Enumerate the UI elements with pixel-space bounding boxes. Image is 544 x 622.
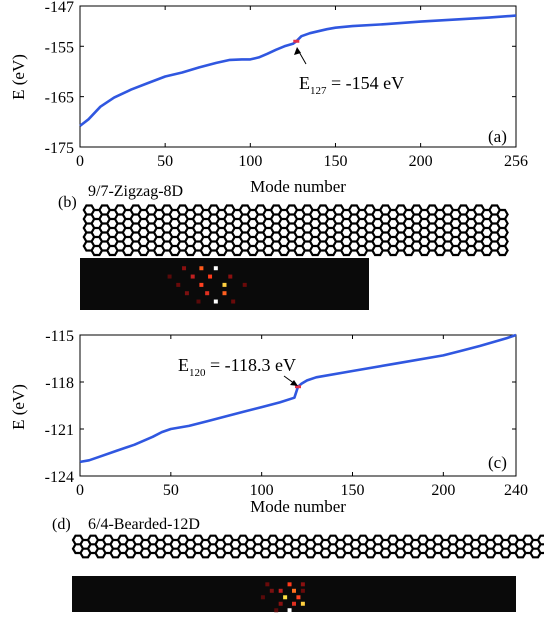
chart-a-y-tick-label: -155 <box>45 39 74 56</box>
chart-c-annotation-subscript: 120 <box>189 367 206 379</box>
chart-c-annotation-arrowhead <box>290 380 298 386</box>
heatmap-b-amplitude-spot <box>199 282 204 287</box>
chart-a-x-tick-label: 150 <box>323 153 347 170</box>
chart-a-annotation-text: E127 = -154 eV <box>299 73 404 97</box>
heatmap-d-amplitude-spot <box>269 588 274 593</box>
heatmap-b-amplitude-spot <box>231 299 236 304</box>
chart-c-y-tick-label: -121 <box>45 422 74 439</box>
chart-a-x-tick-label: 256 <box>504 153 528 170</box>
chart-c-x-tick-label: 0 <box>76 482 84 499</box>
chart-c-x-tick-label: 100 <box>250 482 274 499</box>
heatmap-d-amplitude-spot <box>300 582 305 587</box>
structure-panel-d: (d) 6/4-Bearded-12D <box>52 516 544 613</box>
chart-a-panel-label: (a) <box>488 127 507 146</box>
chart-a-annotation-prefix: E <box>299 73 310 93</box>
chart-c-y-tick-label: -124 <box>45 469 74 486</box>
structure-d-title: 6/4-Bearded-12D <box>88 516 200 533</box>
structure-panel-b: (b) 9/7-Zigzag-8D <box>58 183 509 310</box>
chart-a-annotation-arrowhead <box>294 47 301 55</box>
structure-b-panel-label: (b) <box>58 194 77 211</box>
heatmap-d-mode-amplitude <box>72 576 516 613</box>
chart-a-x-tick-label: 50 <box>157 153 173 170</box>
chart-a-y-axis-label: E (eV) <box>9 54 28 100</box>
heatmap-b-amplitude-spot <box>176 282 181 287</box>
lattice-b-bonds <box>82 204 509 257</box>
heatmap-d-amplitude-spot <box>278 588 283 593</box>
chart-a-frame <box>79 5 517 148</box>
heatmap-b-amplitude-spot <box>190 274 195 279</box>
heatmap-d-amplitude-spot <box>287 582 292 587</box>
heatmap-d-amplitude-spot <box>283 595 288 600</box>
heatmap-b-amplitude-spot <box>184 291 189 296</box>
chart-c-panel-label: (c) <box>488 453 507 472</box>
chart-c-annotation: E120 = -118.3 eV <box>178 355 298 386</box>
heatmap-b-amplitude-spot <box>205 291 210 296</box>
heatmap-d-amplitude-spot <box>278 601 283 606</box>
chart-c-y-tick-label: -115 <box>45 328 74 345</box>
chart-c-series-line <box>79 333 517 464</box>
heatmap-b-amplitude-spot <box>222 282 227 287</box>
chart-a-x-tick-label: 0 <box>76 153 84 170</box>
heatmap-b-mode-amplitude <box>80 258 369 310</box>
chart-c-x-tick-label: 200 <box>431 482 455 499</box>
heatmap-b-amplitude-spot <box>213 299 218 304</box>
heatmap-b-amplitude-spot <box>228 274 233 279</box>
chart-panel-a: 0 50 100 150 200 256 -175 -165 -155 -147 Mode num… <box>9 0 528 196</box>
chart-c-x-tick-label: 240 <box>504 482 528 499</box>
chart-a-y-tick-label: -165 <box>45 90 74 107</box>
chart-c-x-tick-label: 150 <box>341 482 365 499</box>
heatmap-d-amplitude-spot <box>287 608 292 613</box>
chart-a-annotation: E127 = -154 eV <box>294 47 404 97</box>
heatmap-b-amplitude-spot <box>208 274 213 279</box>
heatmap-d-amplitude-spot <box>274 608 279 613</box>
chart-panel-c: 0 50 100 150 200 240 -124 -121 -118 -115 Mode num… <box>9 328 528 516</box>
chart-c-x-axis-label: Mode number <box>250 497 346 516</box>
heatmap-b-amplitude-spot <box>199 266 204 271</box>
heatmap-b-amplitude-spot <box>213 266 218 271</box>
chart-c-y-axis-label: E (eV) <box>9 384 28 430</box>
chart-c-annotation-text: E120 = -118.3 eV <box>178 355 296 379</box>
heatmap-d-amplitude-spot <box>292 588 296 593</box>
chart-c-annotation-value: = -118.3 eV <box>206 355 296 375</box>
heatmap-b-amplitude-spot <box>196 299 201 304</box>
heatmap-d-amplitude-spot <box>300 588 305 593</box>
chart-a-series <box>79 14 517 127</box>
chart-a-x-tick-label: 200 <box>409 153 433 170</box>
chart-a-y-tick-label: -147 <box>45 0 74 16</box>
lattice-b-graphene-ribbon <box>82 204 509 257</box>
chart-a-annotation-value: = -154 eV <box>327 73 405 93</box>
lattice-d-graphene-ribbon <box>71 534 544 559</box>
chart-a-annotation-subscript: 127 <box>310 85 327 97</box>
heatmap-b-amplitude-spot <box>242 282 247 287</box>
heatmap-b-amplitude-spot <box>222 291 227 296</box>
chart-a-y-tick-label: -175 <box>45 140 74 157</box>
structure-d-panel-label: (d) <box>52 516 71 533</box>
heatmap-d-amplitude-spot <box>260 595 265 600</box>
structure-b-title: 9/7-Zigzag-8D <box>88 183 183 200</box>
heatmap-d-amplitude-spot <box>300 601 305 606</box>
heatmap-b-amplitude-spot <box>167 274 172 279</box>
chart-c-y-tick-label: -118 <box>45 375 74 392</box>
heatmap-d-amplitude-spot <box>296 595 301 600</box>
heatmap-b-amplitude-spot <box>182 266 187 271</box>
chart-a-x-axis-label: Mode number <box>250 177 346 196</box>
heatmap-d-amplitude-spot <box>292 601 296 606</box>
chart-c-frame <box>79 334 517 477</box>
chart-c-x-tick-label: 50 <box>163 482 179 499</box>
chart-c-series <box>79 333 517 464</box>
chart-c-ticks: 0 50 100 150 200 240 -124 -121 -118 -115 <box>45 328 528 499</box>
chart-a-ticks: 0 50 100 150 200 256 -175 -165 -155 -147 <box>45 0 528 170</box>
chart-a-x-tick-label: 100 <box>238 153 262 170</box>
lattice-d-bonds <box>71 534 544 559</box>
heatmap-d-background <box>72 576 516 612</box>
heatmap-d-amplitude-spot <box>265 582 270 587</box>
chart-a-series-line <box>79 14 517 127</box>
chart-c-annotation-prefix: E <box>178 355 189 375</box>
